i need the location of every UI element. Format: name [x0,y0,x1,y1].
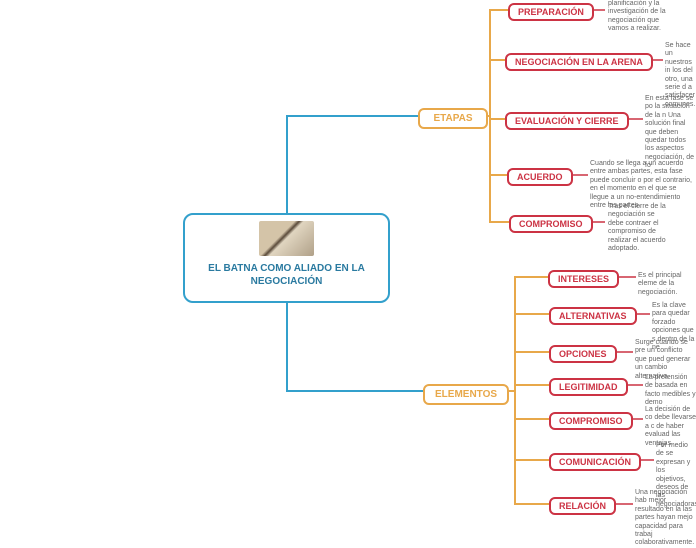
desc-preparacion: planificación y la investigación de la n… [608,0,666,34]
node-comunicacion[interactable]: COMUNICACIÓN [549,453,641,471]
node-compromiso2[interactable]: COMPROMISO [549,412,633,430]
node-acuerdo[interactable]: ACUERDO [507,168,573,186]
branch-elementos[interactable]: ELEMENTOS [423,384,509,405]
root-image [259,221,314,256]
node-neg-arena[interactable]: NEGOCIACIÓN EN LA ARENA [505,53,653,71]
node-opciones[interactable]: OPCIONES [549,345,617,363]
node-relacion[interactable]: RELACIÓN [549,497,616,515]
root-node[interactable]: EL BATNA COMO ALIADO EN LA NEGOCIACIÓN [183,213,390,303]
desc-compromiso1: Tras el cierre de la negociación se debe… [608,203,668,253]
root-title: EL BATNA COMO ALIADO EN LA NEGOCIACIÓN [191,262,382,288]
node-intereses[interactable]: INTERESES [548,270,619,288]
node-eval-cierre[interactable]: EVALUACIÓN Y CIERRE [505,112,629,130]
desc-intereses: Es el principal eleme de la negociación. [638,272,696,297]
node-alternativas[interactable]: ALTERNATIVAS [549,307,637,325]
desc-legitimidad: La pretensión de basada en facto medible… [645,374,696,408]
branch-etapas[interactable]: ETAPAS [418,108,488,129]
node-compromiso1[interactable]: COMPROMISO [509,215,593,233]
desc-relacion: Una negociación hab mejor resultado en l… [635,489,696,548]
node-preparacion[interactable]: PREPARACIÓN [508,3,594,21]
node-legitimidad[interactable]: LEGITIMIDAD [549,378,628,396]
